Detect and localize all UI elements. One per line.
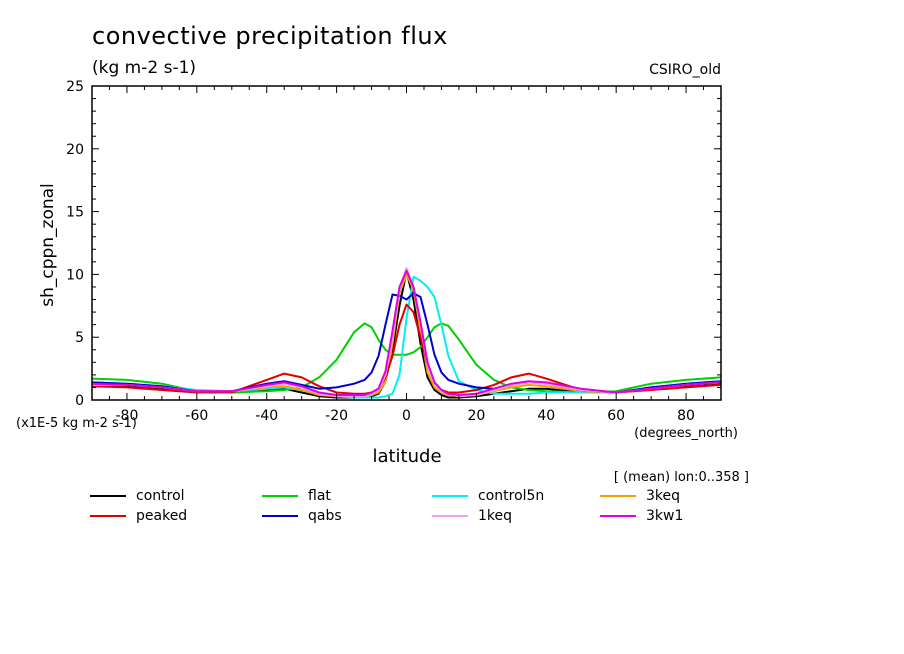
series-layer [91,267,722,399]
y-tick-label: 10 [66,267,84,283]
model-name: CSIRO_old [649,62,721,78]
series-line-3keq [91,273,722,398]
x-tick-label: -60 [185,408,208,424]
legend-label: 3keq [646,488,681,504]
legend-label: qabs [308,508,342,524]
series-line-1keq [92,267,722,398]
y-tick-label: 25 [66,79,84,95]
x-tick-label: 0 [402,408,411,424]
legend-swatch [90,515,126,517]
legend-swatch [90,495,126,497]
legend-item-3keq: 3keq [600,487,680,505]
x-tick-label: -40 [255,408,278,424]
legend-item-qabs: qabs [262,507,342,525]
legend-item-3kw1: 3kw1 [600,507,683,525]
y-tick-label: 20 [66,142,84,158]
legend-item-flat: flat [262,487,331,505]
legend-item-peaked: peaked [90,507,187,525]
legend-label: flat [308,488,331,504]
series-line-flat [91,322,722,394]
chart-title: convective precipitation flux [92,22,448,50]
legend-label: control5n [478,488,545,504]
y-tick-label: 0 [75,393,84,409]
legend-label: 1keq [478,508,513,524]
legend-swatch [432,515,468,517]
x-tick-label: 40 [537,408,555,424]
legend-swatch [262,495,298,497]
chart-units: (kg m-2 s-1) [92,58,197,78]
legend-item-1keq: 1keq [432,507,512,525]
legend-label: peaked [136,508,188,524]
x-tick-label: 60 [607,408,625,424]
y-tick-label: 15 [66,205,84,221]
legend-item-control: control [90,487,185,505]
legend-swatch [432,495,468,497]
x-axis-units: (degrees_north) [634,426,738,441]
series-line-peaked [91,303,722,395]
series-line-qabs [91,292,722,394]
axes-layer: -80 -60 -40 -20 0 20 40 60 80 0 5 10 15 20 25 [66,79,722,424]
legend-label: 3kw1 [646,508,684,524]
x-tick-label: 20 [467,408,485,424]
x-axis-label: latitude [372,446,442,467]
x-tick-label: -80 [116,408,139,424]
series-line-control [91,270,722,399]
x-tick-label: -20 [325,408,348,424]
y-tick-label: 5 [75,330,84,346]
legend-item-control5n: control5n [432,487,544,505]
series-line-3kw1 [91,269,722,396]
legend-label: control [136,488,185,504]
legend-swatch [600,515,636,517]
x-tick-label: 80 [677,408,695,424]
scale-note: (x1E-5 kg m-2 s-1) [16,416,137,431]
legend-swatch [262,515,298,517]
plot-frame [91,85,722,401]
longitude-note: [ (mean) lon:0..358 ] [613,470,749,485]
series-line-control5n [91,275,722,399]
legend-swatch [600,495,636,497]
